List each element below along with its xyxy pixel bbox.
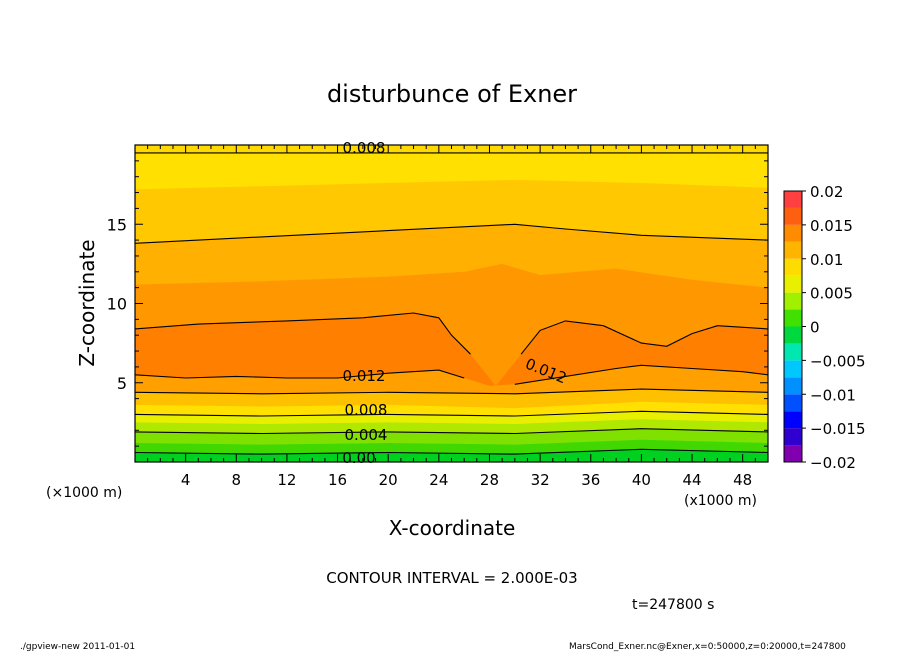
contour-label-3: 0.008 — [345, 401, 388, 419]
contour-line-5 — [514, 364, 769, 385]
contour-label-0: 0.008 — [343, 139, 386, 157]
contour-line-6 — [134, 388, 769, 395]
footer-left: ./gpview-new 2011-01-01 — [20, 642, 136, 652]
x-tick-label: 28 — [480, 471, 499, 489]
x-axis: 4 8 12 16 20 24 28 32 36 40 44 48 — [134, 145, 769, 489]
contour-line-9 — [134, 448, 769, 455]
colorbar-tick-label: −0.005 — [810, 352, 866, 370]
colorbar-swatch — [784, 326, 802, 344]
y-axis-label: Z-coordinate — [75, 239, 99, 366]
contour-line-4 — [134, 369, 465, 379]
colorbar-tick-label: 0.01 — [810, 251, 843, 269]
filled-contour-layers — [135, 145, 768, 462]
x-tick-label: 20 — [379, 471, 398, 489]
contour-lines — [134, 152, 769, 455]
colorbar-tick-label: 0.02 — [810, 183, 843, 201]
colorbar-swatch — [784, 309, 802, 327]
colorbar-tick-label: 0.015 — [810, 217, 853, 235]
x-axis-label: X-coordinate — [389, 516, 516, 540]
contour-label-1: 0.012 — [343, 367, 386, 385]
contour-line-3 — [520, 320, 769, 355]
x-tick-label: 36 — [581, 471, 600, 489]
x-tick-label: 40 — [632, 471, 651, 489]
colorbar-swatch — [784, 360, 802, 378]
x-tick-label: 24 — [429, 471, 448, 489]
x-tick-label: 48 — [733, 471, 752, 489]
x-tick-label: 32 — [531, 471, 550, 489]
x-tick-label: 12 — [277, 471, 296, 489]
colorbar-tick-label: −0.01 — [810, 386, 856, 404]
colorbar-swatch — [784, 207, 802, 225]
contour-label-5: 0.00 — [342, 449, 375, 467]
x-tick-label: 4 — [181, 471, 191, 489]
colorbar-tick-label: 0.005 — [810, 285, 853, 303]
footer-right: MarsCond_Exner.nc@Exner,x=0:50000,z=0:20… — [569, 642, 846, 652]
x-tick-label: 16 — [328, 471, 347, 489]
colorbar-swatch — [784, 411, 802, 429]
colorbar-swatch — [784, 445, 802, 462]
colorbar-swatch — [784, 394, 802, 412]
contour-band-12 — [135, 449, 768, 462]
colorbar-swatch — [784, 258, 802, 276]
time-stamp: t=247800 s — [632, 597, 714, 613]
y-tick-label: 5 — [117, 374, 127, 393]
x-tick-label: 8 — [232, 471, 242, 489]
x-unit-label-right: (x1000 m) — [684, 493, 757, 509]
chart-title: disturbunce of Exner — [327, 80, 577, 108]
colorbar-swatch — [784, 275, 802, 293]
contour-interval-text: CONTOUR INTERVAL = 2.000E-03 — [326, 569, 577, 587]
colorbar-swatch — [784, 343, 802, 361]
y-tick-label: 15 — [107, 215, 127, 234]
colorbar-swatch — [784, 428, 802, 446]
colorbar-tick-label: −0.015 — [810, 420, 866, 438]
y-axis: 5 10 15 — [107, 144, 768, 463]
x-unit-label-left: (×1000 m) — [46, 485, 122, 501]
colorbar-swatch — [784, 377, 802, 395]
contour-line-7 — [134, 410, 769, 417]
colorbar-swatch — [784, 292, 802, 310]
contour-line-2 — [134, 312, 471, 355]
contour-line-8 — [134, 428, 769, 435]
contour-label-4: 0.004 — [345, 426, 388, 444]
y-tick-label: 10 — [107, 295, 127, 314]
colorbar-tick-label: −0.02 — [810, 454, 856, 472]
colorbar-ticks: 0.02 0.015 0.01 0.005 0 −0.005 −0.01 −0.015 −0.0… — [802, 183, 866, 472]
x-tick-label: 44 — [682, 471, 701, 489]
colorbar-tick-label: 0 — [810, 319, 820, 337]
colorbar-swatch — [784, 224, 802, 242]
colorbar-swatch — [784, 191, 802, 208]
colorbar — [783, 190, 803, 463]
colorbar-swatch — [784, 241, 802, 259]
contour-line-1 — [134, 223, 769, 244]
